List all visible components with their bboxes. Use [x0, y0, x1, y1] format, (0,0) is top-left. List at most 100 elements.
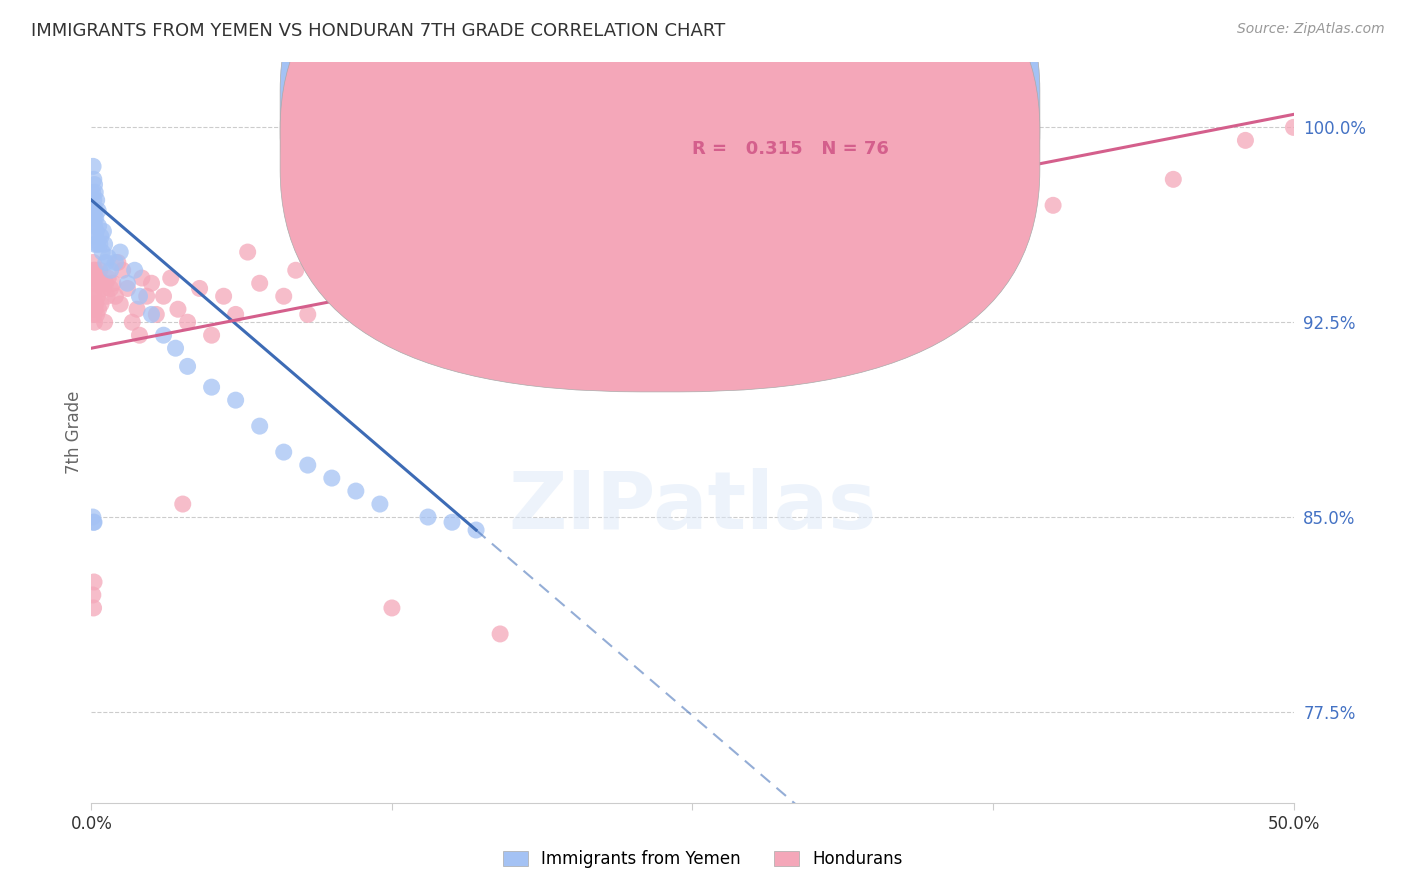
Text: IMMIGRANTS FROM YEMEN VS HONDURAN 7TH GRADE CORRELATION CHART: IMMIGRANTS FROM YEMEN VS HONDURAN 7TH GR… [31, 22, 725, 40]
Point [86, 193, 108, 207]
Point [89, 237, 111, 252]
Point [754, 211, 776, 226]
Point [131, 271, 153, 285]
Point [86, 289, 108, 303]
Point [440, 515, 463, 529]
Point [93, 224, 115, 238]
Point [125, 302, 148, 317]
Point [83, 219, 105, 233]
Point [121, 315, 143, 329]
Point [609, 211, 631, 226]
Point [91, 277, 114, 291]
Point [489, 627, 512, 641]
Point [83, 263, 105, 277]
Point [86, 237, 108, 252]
Point [90, 297, 112, 311]
Point [83, 315, 105, 329]
Point [273, 445, 295, 459]
Point [344, 289, 367, 303]
Point [1161, 172, 1184, 186]
Point [82, 271, 104, 285]
Point [82, 510, 104, 524]
Point [82, 203, 104, 218]
Point [87, 271, 110, 285]
Point [249, 277, 271, 291]
Point [84, 263, 107, 277]
Point [84, 229, 107, 244]
Point [416, 510, 439, 524]
Point [321, 471, 343, 485]
Point [135, 289, 157, 303]
Point [107, 255, 129, 269]
Point [152, 289, 174, 303]
Point [110, 245, 132, 260]
Point [1234, 133, 1257, 147]
Point [165, 341, 187, 355]
Point [100, 263, 122, 277]
Point [84, 277, 107, 291]
Point [284, 263, 307, 277]
Point [159, 271, 181, 285]
Point [297, 307, 319, 321]
Point [83, 172, 105, 186]
Point [212, 289, 235, 303]
Point [381, 601, 404, 615]
Point [84, 224, 107, 238]
Text: R = -0.377   N = 49: R = -0.377 N = 49 [692, 102, 884, 120]
Point [117, 277, 139, 291]
Point [104, 255, 127, 269]
Point [83, 515, 105, 529]
Point [236, 245, 259, 260]
Point [83, 211, 105, 226]
Point [368, 497, 391, 511]
Point [82, 186, 104, 200]
Point [94, 277, 117, 291]
Point [84, 203, 107, 218]
Point [83, 307, 105, 321]
Point [200, 328, 222, 343]
Point [128, 328, 150, 343]
Point [83, 297, 105, 311]
Point [97, 271, 120, 285]
Point [249, 419, 271, 434]
Point [84, 302, 107, 317]
Point [104, 289, 127, 303]
Point [90, 229, 112, 244]
Point [87, 302, 110, 317]
Point [117, 281, 139, 295]
Point [100, 281, 122, 295]
Point [94, 255, 117, 269]
Point [416, 263, 439, 277]
Point [124, 263, 146, 277]
Point [110, 297, 132, 311]
Point [465, 523, 488, 537]
Point [82, 159, 104, 173]
Point [111, 263, 134, 277]
Text: ZIPatlas: ZIPatlas [509, 467, 876, 546]
Point [465, 245, 488, 260]
Point [82, 289, 104, 303]
Point [82, 255, 104, 269]
Point [83, 193, 105, 207]
Point [141, 307, 163, 321]
Point [93, 315, 115, 329]
Point [225, 307, 247, 321]
Point [994, 186, 1017, 200]
Point [128, 289, 150, 303]
Point [96, 289, 118, 303]
Point [225, 393, 247, 408]
Point [344, 484, 367, 499]
Point [801, 193, 824, 207]
Point [561, 224, 583, 238]
Point [82, 588, 104, 602]
Point [87, 219, 110, 233]
Point [89, 263, 111, 277]
Point [152, 328, 174, 343]
Point [513, 237, 536, 252]
Point [176, 359, 198, 374]
Point [87, 203, 110, 218]
Text: R =   0.315   N = 76: R = 0.315 N = 76 [692, 140, 890, 159]
Point [321, 271, 343, 285]
Point [440, 281, 463, 295]
FancyBboxPatch shape [280, 0, 1040, 392]
